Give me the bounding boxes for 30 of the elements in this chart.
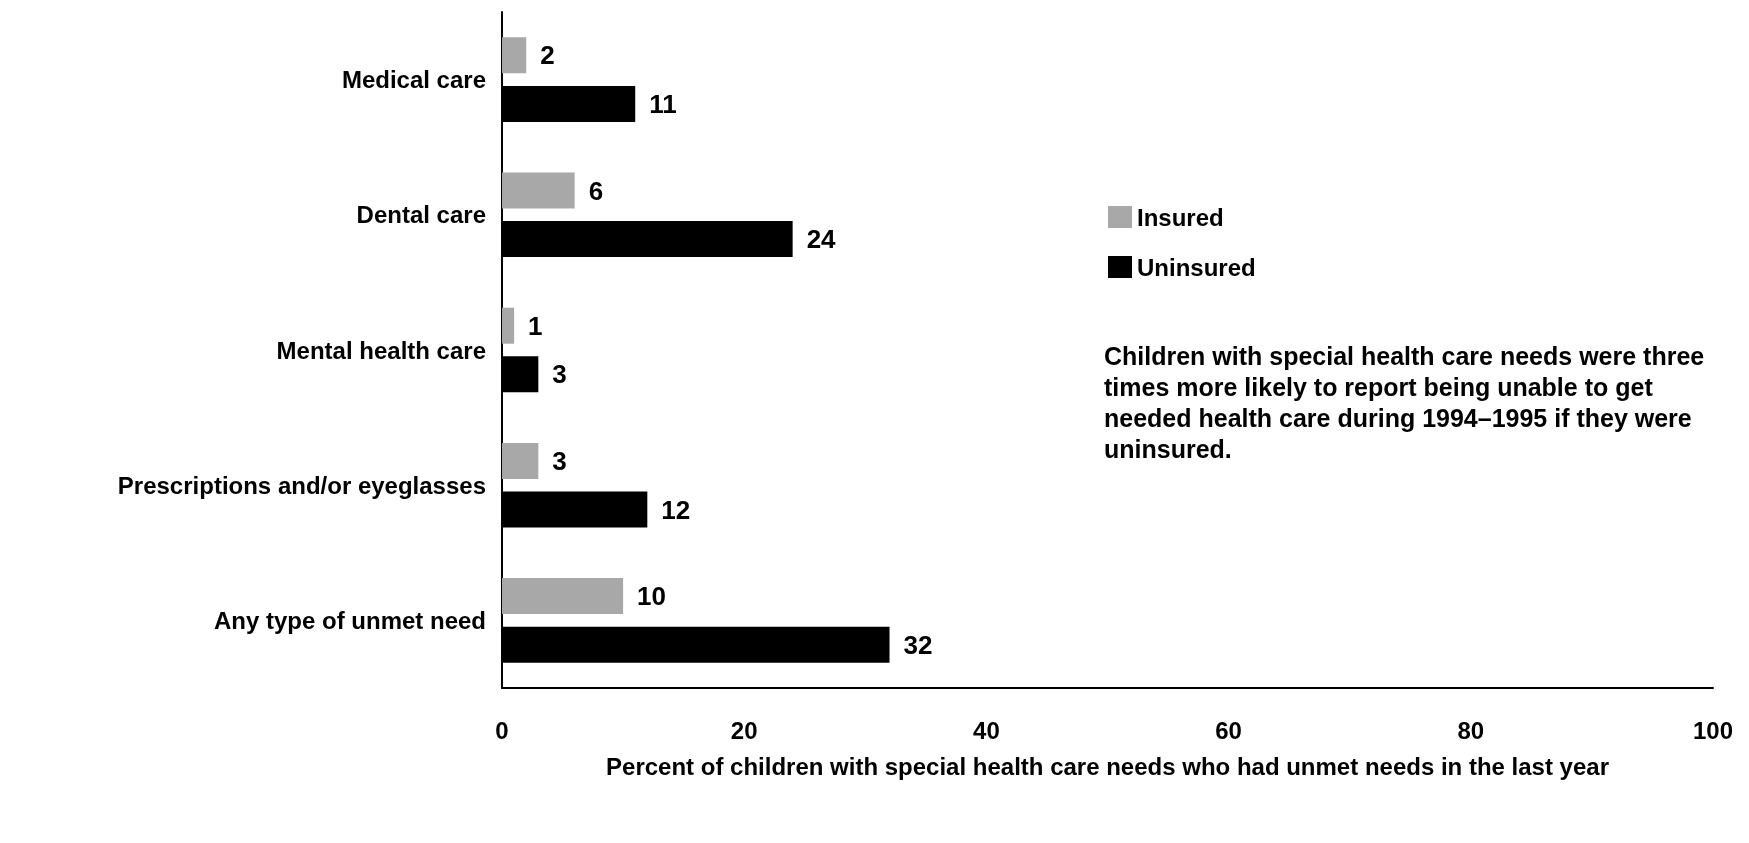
x-axis-title: Percent of children with special health care needs who had unmet needs in the last year <box>606 752 1609 780</box>
data-label: 1 <box>528 310 543 341</box>
x-tick-label: 20 <box>730 716 758 744</box>
legend-label: Insured <box>1137 203 1224 231</box>
y-tick-label: Prescriptions and/or eyeglasses <box>117 471 486 499</box>
bar <box>502 578 624 615</box>
data-label: 24 <box>806 224 837 255</box>
y-tick-label: Mental health care <box>276 336 486 364</box>
x-tick-label: 40 <box>973 716 1000 744</box>
bar <box>502 442 539 479</box>
data-label: 11 <box>649 88 677 119</box>
x-tick-label: 80 <box>1457 716 1485 744</box>
y-tick-label: Medical care <box>341 66 486 94</box>
x-tick-label: 60 <box>1215 716 1242 744</box>
data-label: 32 <box>903 629 933 660</box>
bar <box>502 172 575 209</box>
bar <box>502 307 515 344</box>
bar <box>502 37 527 74</box>
data-label: 6 <box>588 175 604 206</box>
x-tick-label: 0 <box>495 716 509 744</box>
annotation: Children with special health care needs were three times more likely to report being unable to get needed health care during 1994–1995 if they were uninsured. <box>1104 341 1712 463</box>
y-tick-label: Any type of unmet need <box>213 606 486 634</box>
data-label: 12 <box>661 494 691 525</box>
legend-label: Uninsured <box>1137 253 1256 281</box>
data-label: 3 <box>552 445 567 476</box>
data-label: 10 <box>637 581 667 612</box>
y-tick-label: Dental care <box>356 201 486 229</box>
data-label: 3 <box>552 359 567 390</box>
data-label: 2 <box>540 40 555 71</box>
x-tick-label: 100 <box>1692 716 1734 744</box>
